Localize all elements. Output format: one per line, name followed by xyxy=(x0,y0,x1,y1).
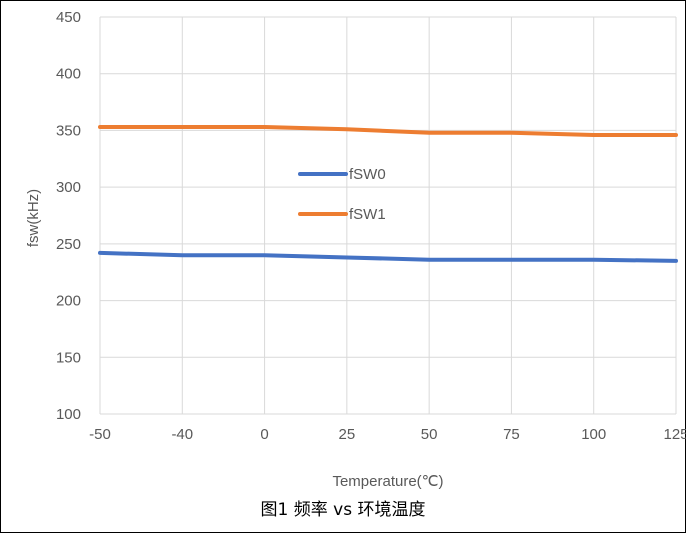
data-point-fSW1 xyxy=(263,125,267,129)
x-axis-ticks: -50 -40 0 25 50 75 100 125 xyxy=(89,426,686,443)
y-tick-label: 400 xyxy=(56,66,81,83)
data-point-fSW0 xyxy=(674,259,678,263)
y-axis-label: fsw(kHz) xyxy=(25,189,42,247)
legend: fSW0 fSW1 xyxy=(298,166,386,223)
x-tick-label: 0 xyxy=(260,426,268,443)
x-tick-label: 75 xyxy=(503,426,520,443)
legend-label-fSW1: fSW1 xyxy=(349,206,386,223)
series-line-fSW1 xyxy=(98,125,678,137)
data-point-fSW1 xyxy=(509,131,513,135)
y-tick-label: 200 xyxy=(56,293,81,310)
data-point-fSW0 xyxy=(263,253,267,257)
data-point-fSW0 xyxy=(427,258,431,262)
x-tick-label: -40 xyxy=(171,426,193,443)
series-line-fSW0 xyxy=(98,250,678,263)
x-tick-label: 125 xyxy=(663,426,686,443)
data-point-fSW0 xyxy=(180,253,184,257)
data-point-fSW1 xyxy=(98,125,102,129)
legend-label-fSW0: fSW0 xyxy=(349,166,386,183)
y-tick-label: 150 xyxy=(56,349,81,366)
series-lines xyxy=(98,125,678,263)
figure-caption: 图1 频率 vs 环境温度 xyxy=(261,500,426,520)
grid xyxy=(99,16,677,415)
y-tick-label: 350 xyxy=(56,122,81,139)
data-point-fSW1 xyxy=(674,133,678,137)
data-point-fSW1 xyxy=(592,133,596,137)
y-tick-label: 300 xyxy=(56,179,81,196)
x-axis-label: Temperature(℃) xyxy=(332,473,443,490)
data-point-fSW1 xyxy=(180,125,184,129)
data-point-fSW0 xyxy=(509,258,513,262)
data-point-fSW0 xyxy=(592,258,596,262)
data-point-fSW0 xyxy=(345,255,349,259)
data-point-fSW0 xyxy=(98,251,102,255)
x-tick-label: 100 xyxy=(581,426,606,443)
y-tick-label: 100 xyxy=(56,406,81,423)
data-point-fSW1 xyxy=(345,127,349,131)
y-tick-label: 250 xyxy=(56,236,81,253)
data-point-fSW1 xyxy=(427,131,431,135)
x-tick-label: 25 xyxy=(339,426,356,443)
y-tick-label: 450 xyxy=(56,9,81,26)
y-axis-ticks: 100 150 200 250 300 350 400 450 xyxy=(56,9,81,423)
x-tick-label: -50 xyxy=(89,426,111,443)
x-tick-label: 50 xyxy=(421,426,438,443)
